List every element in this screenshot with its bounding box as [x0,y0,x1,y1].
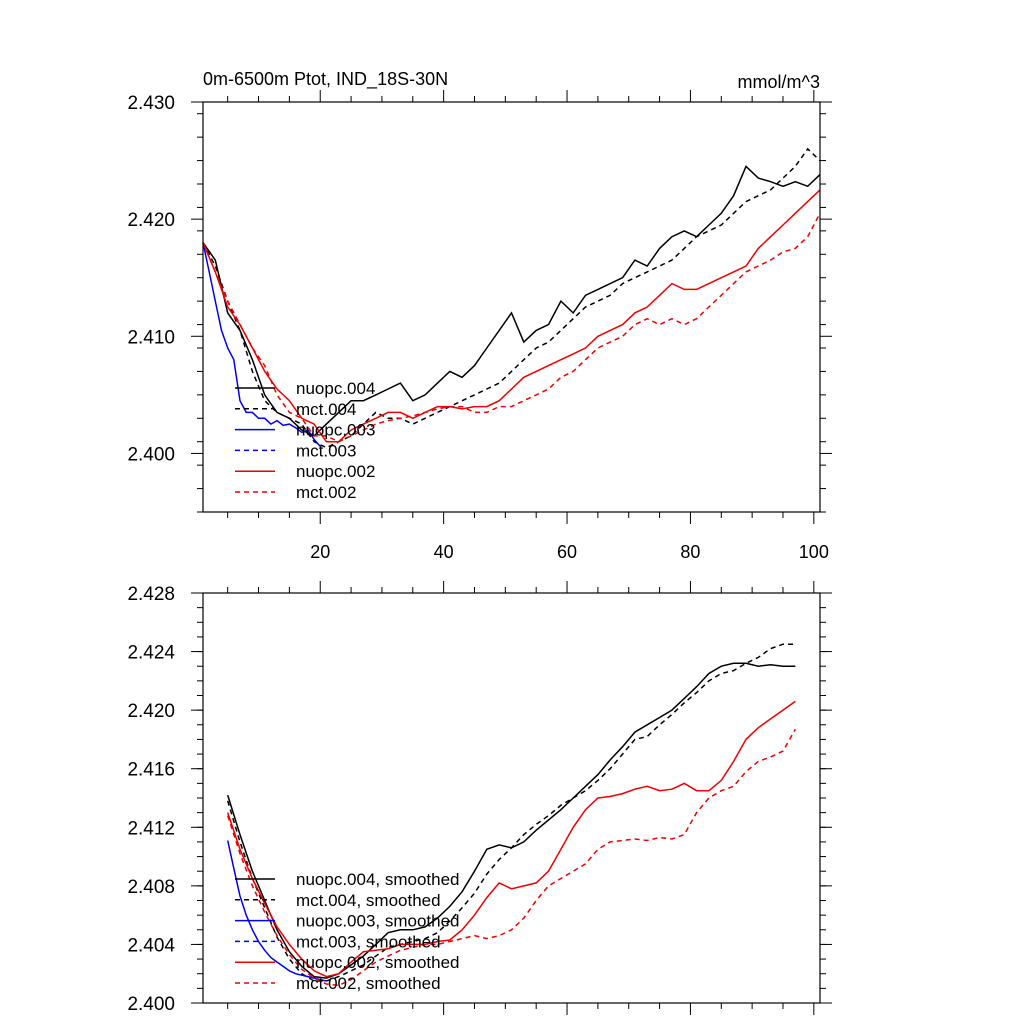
top-chart-series [202,147,821,449]
legend-label: nuopc.004 [296,379,375,398]
series-line-mct-004 [202,147,821,449]
legend-label: nuopc.004, smoothed [296,870,460,889]
bottom-chart-panel: 2.400 2.404 2.408 2.412 2.416 2.420 2.424 2.428… [127,581,832,1015]
y-tick-label: 2.430 [127,93,175,114]
legend-label: mct.002, smoothed [296,974,441,993]
x-tick-label: 40 [434,542,454,562]
series-line-nuopc-003-smoothed [226,840,327,982]
legend-label: nuopc.003, smoothed [296,912,460,931]
x-tick-label: 100 [799,542,829,562]
series-line-nuopc-004-smoothed [226,662,796,979]
series-line-mct-004-smoothed [226,643,796,982]
top-chart-panel: 0m-6500m Ptot, IND_18S-30N mmol/m^3 20 40… [127,69,832,562]
bottom-chart-series [226,643,796,987]
y-tick-label: 2.424 [127,643,175,664]
y-tick-label: 2.410 [127,327,175,348]
series-line-nuopc-004 [202,165,821,437]
series-line-nuopc-003 [202,242,321,447]
x-tick-label: 20 [310,542,330,562]
bottom-chart-axes: 2.400 2.404 2.408 2.412 2.416 2.420 2.424 2.428 [127,581,832,1015]
bottom-chart-legend: nuopc.004, smoothed mct.004, smoothed nuop… [235,870,460,993]
legend-label: mct.003, smoothed [296,932,441,951]
series-line-nuopc-002 [202,189,821,443]
y-tick-label: 2.400 [127,994,175,1015]
y-tick-label: 2.400 [127,444,175,465]
series-line-mct-002-smoothed [226,728,796,987]
y-tick-label: 2.416 [127,760,175,781]
top-chart-units: mmol/m^3 [738,72,820,92]
y-tick-label: 2.412 [127,818,175,839]
legend-label: nuopc.002, smoothed [296,953,460,972]
legend-label: nuopc.003 [296,421,375,440]
legend-label: mct.002 [296,483,356,502]
y-tick-label: 2.420 [127,210,175,231]
y-tick-label: 2.420 [127,701,175,722]
bottom-chart-frame [202,592,821,1004]
y-tick-label: 2.428 [127,584,175,605]
x-tick-label: 60 [557,542,577,562]
top-chart-title: 0m-6500m Ptot, IND_18S-30N [203,69,448,90]
series-line-nuopc-002-smoothed [226,700,796,978]
legend-label: mct.004 [296,400,356,419]
series-line-mct-002 [202,212,821,443]
legend-label: mct.003 [296,441,356,460]
x-tick-label: 80 [680,542,700,562]
legend-label: mct.004, smoothed [296,891,441,910]
y-tick-label: 2.404 [127,935,175,956]
top-chart-frame [202,101,821,513]
y-tick-label: 2.408 [127,877,175,898]
legend-label: nuopc.002 [296,462,375,481]
top-chart-axes: 20 40 60 80 100 2.400 2.410 2.420 2.430 [127,90,832,562]
